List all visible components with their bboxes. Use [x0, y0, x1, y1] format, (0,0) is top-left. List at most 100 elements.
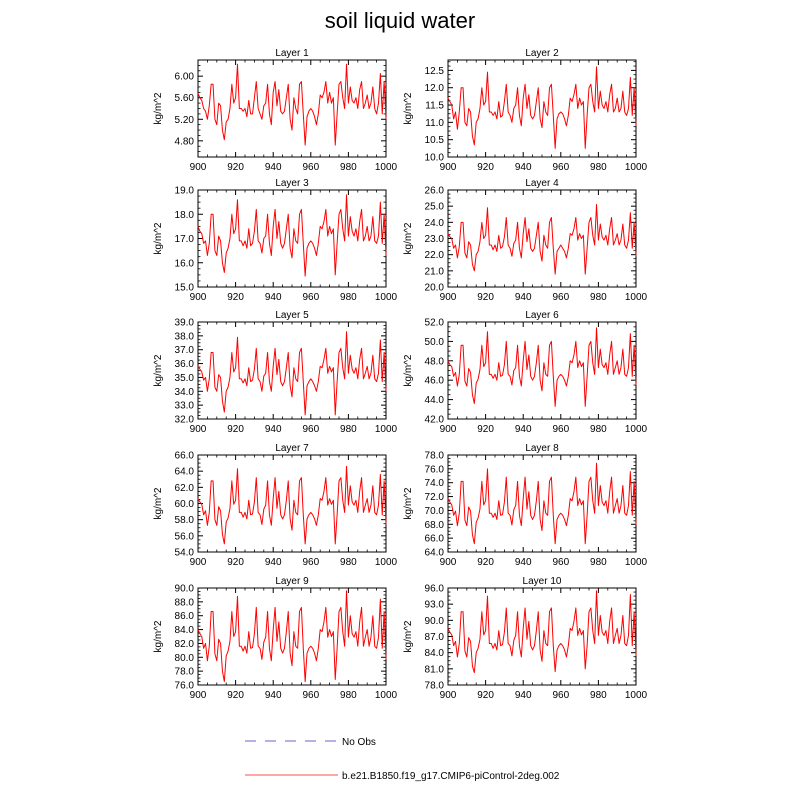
y-tick-label: 78.0: [175, 667, 195, 678]
x-tick-label: 940: [515, 162, 532, 173]
y-tick-label: 74.0: [425, 478, 445, 489]
x-tick-label: 940: [265, 424, 282, 435]
y-tick-label: 35.0: [175, 373, 195, 384]
y-tick-label: 62.0: [175, 483, 195, 494]
y-tick-label: 18.0: [175, 210, 195, 221]
series-line: [197, 194, 387, 277]
panel-title: Layer 1: [275, 48, 309, 59]
y-tick-label: 46.0: [425, 376, 445, 387]
x-tick-label: 1000: [375, 162, 398, 173]
plot-frame: [447, 587, 637, 686]
y-tick-label: 90.0: [425, 616, 445, 627]
y-tick-label: 81.0: [425, 664, 445, 675]
x-tick-label: 980: [590, 424, 607, 435]
panel-title: Layer 9: [275, 576, 309, 587]
chart-panel: Layer 5 900 920 940 960 980 1000 32.0 33.0 34.0 35…: [153, 310, 398, 435]
y-tick-label: 32.0: [175, 415, 195, 426]
y-axis-label: kg/m^2: [153, 354, 164, 386]
x-tick-label: 900: [190, 162, 207, 173]
series-line: [197, 465, 387, 545]
series-line: [197, 590, 387, 683]
x-tick-label: 940: [515, 557, 532, 568]
x-tick-label: 980: [590, 292, 607, 303]
y-tick-label: 42.0: [425, 415, 445, 426]
chart-panel: Layer 8 900 920 940 960 980 1000 64.0 66.0 68.0 70…: [403, 443, 648, 568]
y-tick-label: 19.0: [175, 186, 195, 197]
x-tick-label: 980: [340, 424, 357, 435]
x-tick-label: 900: [440, 424, 457, 435]
y-tick-label: 16.0: [175, 258, 195, 269]
x-tick-label: 960: [302, 690, 319, 701]
x-tick-label: 1000: [625, 690, 648, 701]
plot-frame: [197, 321, 387, 420]
y-tick-label: 6.00: [175, 72, 195, 83]
y-tick-label: 66.0: [175, 451, 195, 462]
y-tick-label: 10.5: [425, 135, 445, 146]
y-axis-label: kg/m^2: [153, 92, 164, 124]
chart-panel: Layer 1 900 920 940 960 980 1000 4.80 5.20 5.60 6.…: [153, 48, 398, 173]
plot-frame: [447, 454, 637, 553]
x-tick-label: 940: [265, 690, 282, 701]
x-tick-label: 940: [515, 424, 532, 435]
y-tick-label: 56.0: [175, 531, 195, 542]
y-tick-label: 11.5: [425, 101, 444, 112]
plot-frame: [197, 587, 387, 686]
x-tick-label: 980: [340, 690, 357, 701]
x-tick-label: 960: [302, 424, 319, 435]
x-tick-label: 920: [227, 162, 244, 173]
y-tick-label: 66.0: [425, 534, 445, 545]
y-tick-label: 26.0: [425, 186, 445, 197]
x-tick-label: 960: [552, 292, 569, 303]
y-tick-label: 60.0: [175, 499, 195, 510]
x-tick-label: 960: [552, 557, 569, 568]
x-tick-label: 900: [190, 424, 207, 435]
x-tick-label: 920: [477, 292, 494, 303]
plot-frame: [197, 454, 387, 553]
y-tick-label: 78.0: [425, 451, 445, 462]
y-tick-label: 44.0: [425, 395, 445, 406]
x-tick-label: 1000: [375, 424, 398, 435]
y-axis-label: kg/m^2: [153, 487, 164, 519]
y-tick-label: 10.0: [425, 153, 445, 164]
panel-title: Layer 8: [525, 443, 559, 454]
panel-title: Layer 6: [525, 310, 559, 321]
x-tick-label: 980: [590, 162, 607, 173]
y-tick-label: 72.0: [425, 492, 445, 503]
y-tick-label: 50.0: [425, 337, 445, 348]
y-axis-label: kg/m^2: [153, 222, 164, 254]
figure-title: soil liquid water: [324, 8, 476, 33]
y-tick-label: 86.0: [175, 611, 195, 622]
y-tick-label: 24.0: [425, 218, 445, 229]
x-tick-label: 920: [477, 424, 494, 435]
y-tick-label: 78.0: [425, 681, 445, 692]
y-tick-label: 4.80: [175, 136, 195, 147]
x-tick-label: 980: [590, 690, 607, 701]
y-tick-label: 84.0: [175, 625, 195, 636]
x-tick-label: 1000: [625, 557, 648, 568]
y-tick-label: 12.0: [425, 83, 445, 94]
y-axis-label: kg/m^2: [153, 620, 164, 652]
x-tick-label: 920: [477, 162, 494, 173]
x-tick-label: 1000: [375, 292, 398, 303]
y-tick-label: 48.0: [425, 356, 445, 367]
y-tick-label: 34.0: [175, 387, 195, 398]
y-tick-label: 22.0: [425, 250, 445, 261]
x-tick-label: 960: [552, 690, 569, 701]
chart-panel: Layer 4 900 920 940 960 980 1000 20.0 21.0 22.0 23…: [403, 178, 648, 303]
y-tick-label: 36.0: [175, 359, 195, 370]
y-tick-label: 68.0: [425, 520, 445, 531]
x-tick-label: 940: [265, 162, 282, 173]
series-line: [447, 590, 637, 674]
y-tick-label: 76.0: [175, 681, 195, 692]
y-tick-label: 96.0: [425, 584, 445, 595]
x-tick-label: 900: [440, 162, 457, 173]
chart-panel: Layer 6 900 920 940 960 980 1000 42.0 44.0 46.0 48…: [403, 310, 648, 435]
y-tick-label: 64.0: [425, 548, 445, 559]
y-tick-label: 58.0: [175, 515, 195, 526]
y-tick-label: 93.0: [425, 600, 445, 611]
y-tick-label: 11.0: [425, 118, 444, 129]
y-tick-label: 20.0: [425, 283, 445, 294]
chart-panel: Layer 7 900 920 940 960 980 1000 54.0 56.0 58.0 60…: [153, 443, 398, 568]
x-tick-label: 1000: [375, 690, 398, 701]
y-tick-label: 25.0: [425, 202, 445, 213]
